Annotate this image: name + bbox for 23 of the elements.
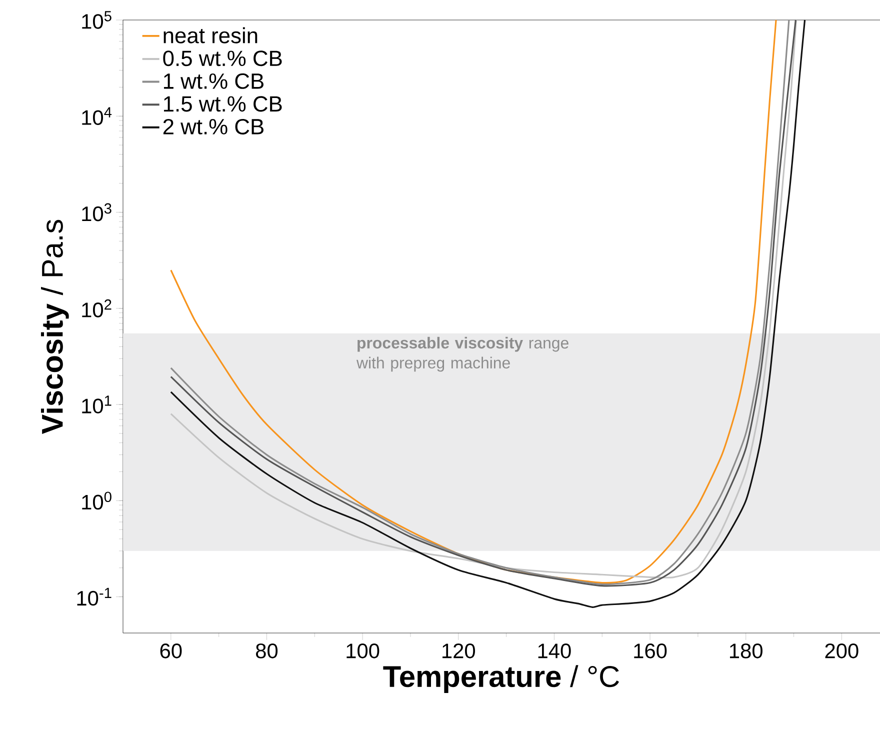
y-tick-label: 10$^{0}$ bbox=[82, 492, 112, 510]
x-tick-label: 120 bbox=[442, 644, 476, 658]
y-tick-label: 10$^{1}$ bbox=[82, 396, 112, 414]
legend-label: 1 wt.% CB bbox=[164, 73, 264, 89]
text: processable viscosity range with prepreg machine bbox=[356, 336, 568, 372]
y-tick-label: 10$^{5}$ bbox=[82, 11, 112, 29]
x-tick-label: 180 bbox=[730, 644, 762, 658]
x-tick-label: 60 bbox=[160, 644, 182, 658]
x-tick-label: 160 bbox=[634, 644, 667, 658]
y-tick-label: 10$^{4}$ bbox=[82, 107, 112, 126]
y-tick-label: 10$^{2}$ bbox=[82, 299, 112, 318]
x-tick-label: 80 bbox=[256, 644, 278, 658]
x-tick-label: 100 bbox=[346, 644, 380, 658]
legend-label: 1.5 wt.% CB bbox=[164, 96, 282, 112]
legend-label: 0.5 wt.% CB bbox=[163, 50, 282, 66]
y-axis-title: Viscosity / Pa.s bbox=[40, 220, 69, 434]
y-tick-label: 10$^{-1}$ bbox=[77, 588, 112, 606]
x-axis-title: Temperature / °C bbox=[383, 665, 619, 694]
y-tick-label: 10$^{3}$ bbox=[82, 203, 112, 222]
x-tick-label: 200 bbox=[825, 644, 858, 658]
x-tick-label: 140 bbox=[538, 644, 571, 658]
legend-label: 2 wt.% CB bbox=[163, 118, 264, 134]
legend-label: neat resin bbox=[164, 27, 258, 44]
